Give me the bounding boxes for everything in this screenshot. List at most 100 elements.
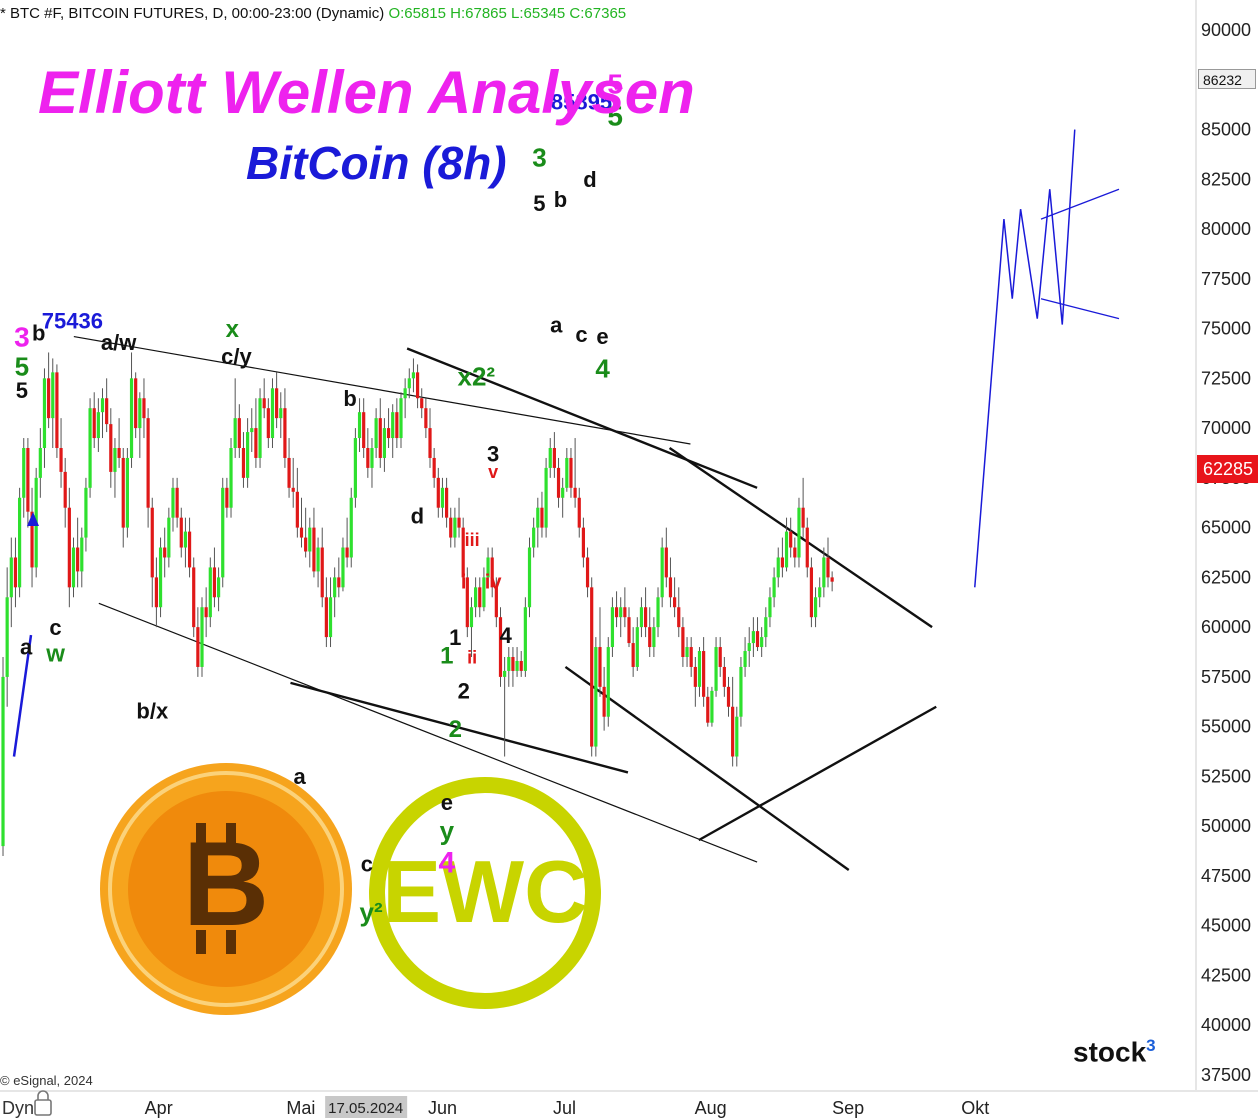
candle-up [216,577,221,598]
candle-up [208,567,212,618]
candle-up [714,647,718,691]
wave-label: b [343,386,356,411]
candle-up [735,716,739,757]
candle-up [469,607,474,628]
candle-down [449,517,453,538]
projection [12,129,1120,757]
price-tick-label: 47500 [1201,866,1251,886]
candle-down [755,631,760,648]
candle-up [561,487,565,498]
candle-down [432,457,436,478]
wave-label: 2 [449,716,462,743]
candle-down [304,537,308,552]
candle-down [457,517,461,528]
candle-down [179,517,183,548]
trendline [98,602,758,863]
brand-text: stock [1073,1036,1147,1068]
candle-down [420,398,424,409]
candle-up [158,547,163,608]
candle-up [71,547,76,588]
candle-down [320,547,324,598]
candle-down [121,457,125,528]
candle-up [440,487,445,508]
candle-up [374,418,378,448]
blue-arrow-head-icon [27,512,39,526]
candle-down [324,597,328,638]
time-tick-label: Apr [145,1098,173,1118]
candle-up [308,527,312,552]
candle-down [826,557,830,578]
trendline [290,681,629,774]
candle-down [648,627,652,648]
candle-down [67,507,71,588]
candle-up [544,467,548,528]
candle-up [768,597,772,618]
time-axis: Apr Mai Jun Jul Aug Sep Okt 17.05.2024 [145,1096,989,1118]
bitcoin-logo-icon: B [100,763,352,1015]
wave-labels: 355b75436a/wacwb/xxc/ybacy²dey4x2²1122ii… [14,69,623,927]
time-tick-label: Mai [286,1098,315,1118]
candle-down [142,398,146,419]
wave-label: v [488,462,498,482]
candle-up [129,378,134,458]
candle-up [382,428,387,458]
candle-down [13,557,18,588]
candle-up [341,547,345,588]
candle-down [731,706,735,757]
candle-down [444,487,449,518]
candle-down [702,651,706,697]
candle-up [482,577,486,608]
date-marker-label: 17.05.2024 [328,1100,403,1117]
candle-up [776,557,780,578]
price-tick-label: 70000 [1201,418,1251,438]
trendline [73,335,691,445]
projection-channel-upper [1040,188,1120,220]
time-tick-label: Sep [832,1098,864,1118]
candle-up [486,557,490,578]
price-tick-label: 37500 [1201,1065,1251,1085]
candle-down [345,547,349,558]
candle-up [411,372,416,379]
blue-arrow-line [12,634,33,757]
candle-down [241,448,246,478]
candle-up [270,388,275,439]
candle-down [146,418,150,508]
candle-up [399,398,403,439]
copyright-text: © eSignal, 2024 [0,1073,93,1088]
candle-down [225,487,229,508]
candle-up [652,627,656,648]
ohlc-values: O:65815 H:67865 L:65345 C:67365 [388,5,627,22]
candle-up [532,527,536,548]
candle-down [718,647,722,667]
candle-down [801,507,805,528]
high-price-tag: 86232 [1198,69,1256,89]
trendline [406,347,758,489]
candle-down [693,666,697,687]
price-tick-label: 52500 [1201,766,1251,786]
candle-down [722,666,726,687]
candle-up [96,412,100,439]
candle-down [631,643,635,667]
candle-down [461,527,465,578]
candle-up [171,487,175,518]
candle-down [30,511,34,568]
candle-up [739,666,743,717]
projection-path [974,129,1076,588]
candle-down [627,617,631,644]
candle-up [370,448,374,468]
lock-icon[interactable] [34,1090,52,1116]
candle-down [175,487,179,518]
wave-label: 3 [487,442,499,467]
wave-label: 5 [607,69,623,100]
wave-label: 1 [440,642,453,669]
candle-down [299,527,304,538]
projection-channel-lower [1040,298,1120,320]
candle-up [167,517,171,558]
candle-down [312,527,316,572]
wave-label: iv [485,571,503,593]
wave-label: 4 [500,623,513,648]
candle-down [585,557,590,588]
price-tick-label: 80000 [1201,219,1251,239]
candle-up [407,378,411,389]
